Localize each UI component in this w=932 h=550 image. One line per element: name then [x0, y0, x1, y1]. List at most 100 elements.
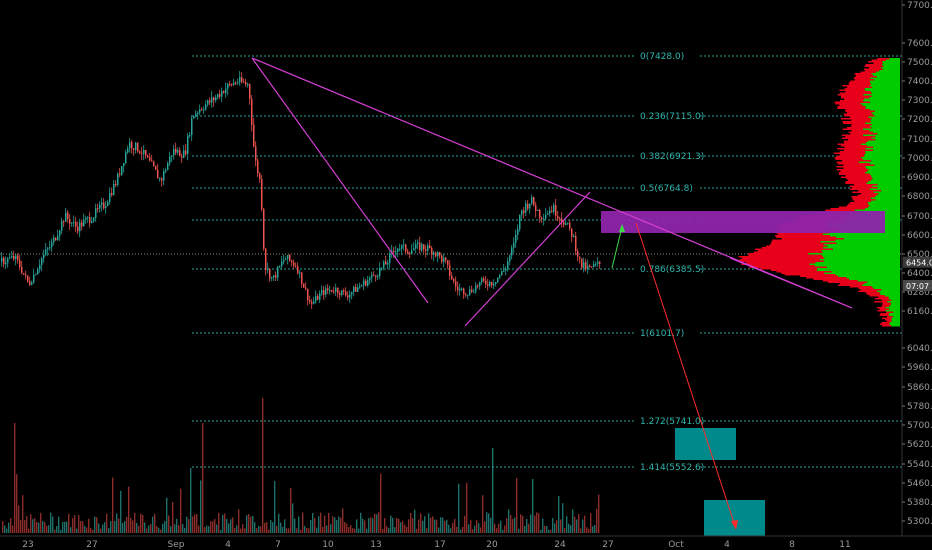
volume-bar: [144, 522, 146, 533]
profile-sell-bar: [776, 271, 832, 273]
candle-body: [35, 274, 37, 276]
candle-body: [365, 280, 367, 286]
candle-body: [481, 278, 483, 282]
x-tick-label: Sep: [168, 540, 185, 550]
profile-sell-bar: [845, 91, 871, 93]
profile-sell-bar: [846, 112, 872, 114]
profile-sell-bar: [753, 251, 823, 253]
volume-bar: [222, 514, 224, 533]
profile-sell-bar: [881, 305, 890, 307]
profile-buy-bar: [888, 314, 900, 316]
volume-bar: [312, 512, 314, 533]
profile-buy-bar: [821, 254, 900, 256]
candle-body: [409, 253, 411, 255]
profile-sell-bar: [847, 86, 873, 88]
profile-sell-bar: [864, 68, 883, 70]
candle-body: [329, 289, 331, 291]
candle-body: [495, 282, 497, 284]
volume-bar: [160, 529, 162, 533]
profile-sell-bar: [846, 178, 873, 180]
candle-body: [399, 248, 401, 250]
candle-body: [75, 221, 77, 227]
profile-sell-bar: [833, 152, 866, 154]
candle-body: [217, 94, 219, 98]
volume-bar: [564, 528, 566, 533]
profile-buy-bar: [873, 191, 900, 193]
volume-bar: [462, 526, 464, 533]
profile-buy-bar: [888, 296, 900, 298]
candle-body: [395, 251, 397, 253]
profile-buy-bar: [809, 263, 900, 265]
profile-sell-bar: [837, 148, 866, 150]
candle-body: [307, 288, 309, 301]
volume-bar: [424, 516, 426, 533]
profile-sell-bar: [860, 289, 882, 291]
volume-bar: [292, 503, 294, 533]
profile-sell-bar: [868, 61, 883, 63]
volume-bar: [498, 523, 500, 533]
volume-bar: [138, 525, 140, 533]
candle-body: [513, 242, 515, 248]
profile-buy-bar: [867, 170, 900, 172]
candle-body: [115, 183, 117, 185]
volume-bar: [482, 495, 484, 533]
candle-body: [165, 169, 167, 172]
profile-buy-bar: [831, 271, 900, 273]
candle-body: [419, 242, 421, 251]
candle-body: [459, 288, 461, 291]
candle-body: [521, 210, 523, 215]
profile-buy-bar: [881, 67, 900, 69]
profile-buy-bar: [864, 283, 900, 285]
profile-buy-bar: [865, 208, 900, 210]
candle-body: [579, 256, 581, 259]
volume-bar: [352, 528, 354, 533]
volume-bar: [384, 518, 386, 533]
profile-sell-bar: [840, 145, 867, 147]
volume-bar: [432, 516, 434, 533]
profile-buy-bar: [872, 131, 900, 133]
candle-body: [5, 262, 7, 265]
profile-sell-bar: [749, 266, 827, 268]
volume-bar: [302, 512, 304, 533]
candle-body: [425, 249, 427, 251]
candle-body: [455, 281, 457, 287]
volume-bar: [460, 529, 462, 533]
volume-bar: [230, 519, 232, 533]
volume-bar: [340, 517, 342, 533]
candle-body: [543, 218, 545, 220]
candle-body: [227, 84, 229, 89]
profile-sell-bar: [836, 161, 859, 163]
candle-body: [125, 152, 127, 164]
profile-buy-bar: [889, 322, 900, 324]
volume-bar: [486, 512, 488, 533]
candle-body: [7, 258, 9, 263]
candle-body: [203, 109, 205, 111]
candle-body: [525, 203, 527, 213]
candle-body: [277, 267, 279, 278]
profile-buy-bar: [868, 116, 900, 118]
candle-body: [21, 266, 23, 274]
candle-body: [13, 256, 15, 260]
profile-sell-bar: [850, 133, 878, 135]
candle-body: [379, 268, 381, 276]
profile-sell-bar: [881, 322, 890, 324]
candle-body: [475, 285, 477, 292]
volume-bar: [356, 519, 358, 533]
volume-bar: [558, 495, 560, 533]
candle-body: [223, 91, 225, 93]
profile-buy-bar: [868, 181, 900, 183]
volume-bar: [60, 529, 62, 533]
profile-buy-bar: [870, 101, 900, 103]
profile-buy-bar: [885, 307, 900, 309]
profile-sell-bar: [840, 176, 872, 178]
candle-body: [95, 208, 97, 218]
profile-buy-bar: [869, 173, 900, 175]
candle-body: [357, 287, 359, 292]
volume-bar: [152, 516, 154, 533]
profile-buy-bar: [881, 190, 900, 192]
candle-body: [1, 257, 3, 262]
candle-body: [183, 150, 185, 158]
candle-body: [599, 261, 601, 264]
candle-body: [443, 257, 445, 262]
